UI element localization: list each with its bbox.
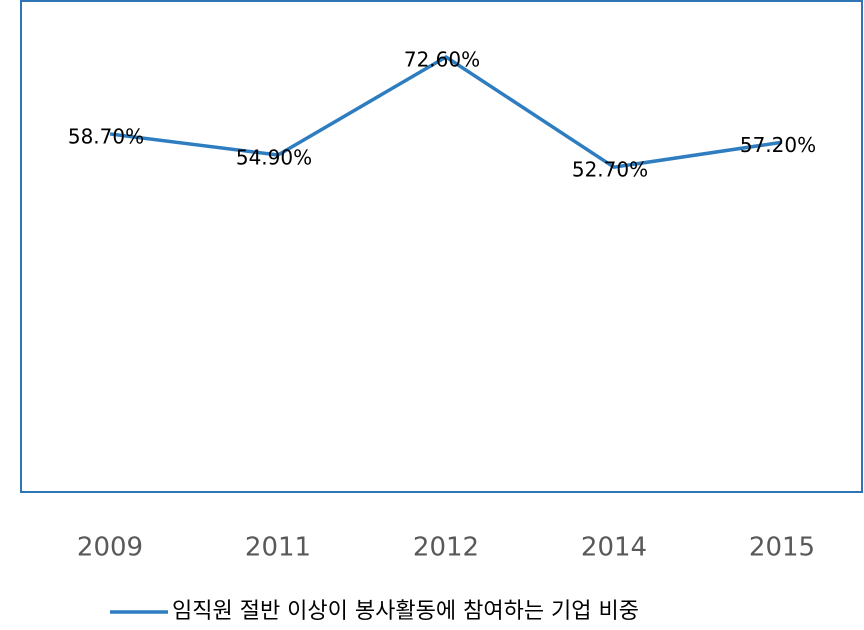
x-tick-label: 2009 <box>77 533 143 563</box>
data-label: 57.20% <box>740 133 816 157</box>
data-label: 54.90% <box>236 145 312 169</box>
legend-label: 임직원 절반 이상이 봉사활동에 참여하는 기업 비중 <box>172 599 639 624</box>
x-tick-label: 2011 <box>245 533 311 563</box>
line <box>109 55 783 169</box>
data-label: 52.70% <box>572 158 648 182</box>
plot-border <box>20 0 863 493</box>
x-tick-label: 2012 <box>413 533 479 563</box>
data-label: 58.70% <box>68 124 144 148</box>
x-tick-label: 2014 <box>581 533 647 563</box>
data-label: 72.60% <box>404 47 480 71</box>
x-tick-label: 2015 <box>749 533 815 563</box>
